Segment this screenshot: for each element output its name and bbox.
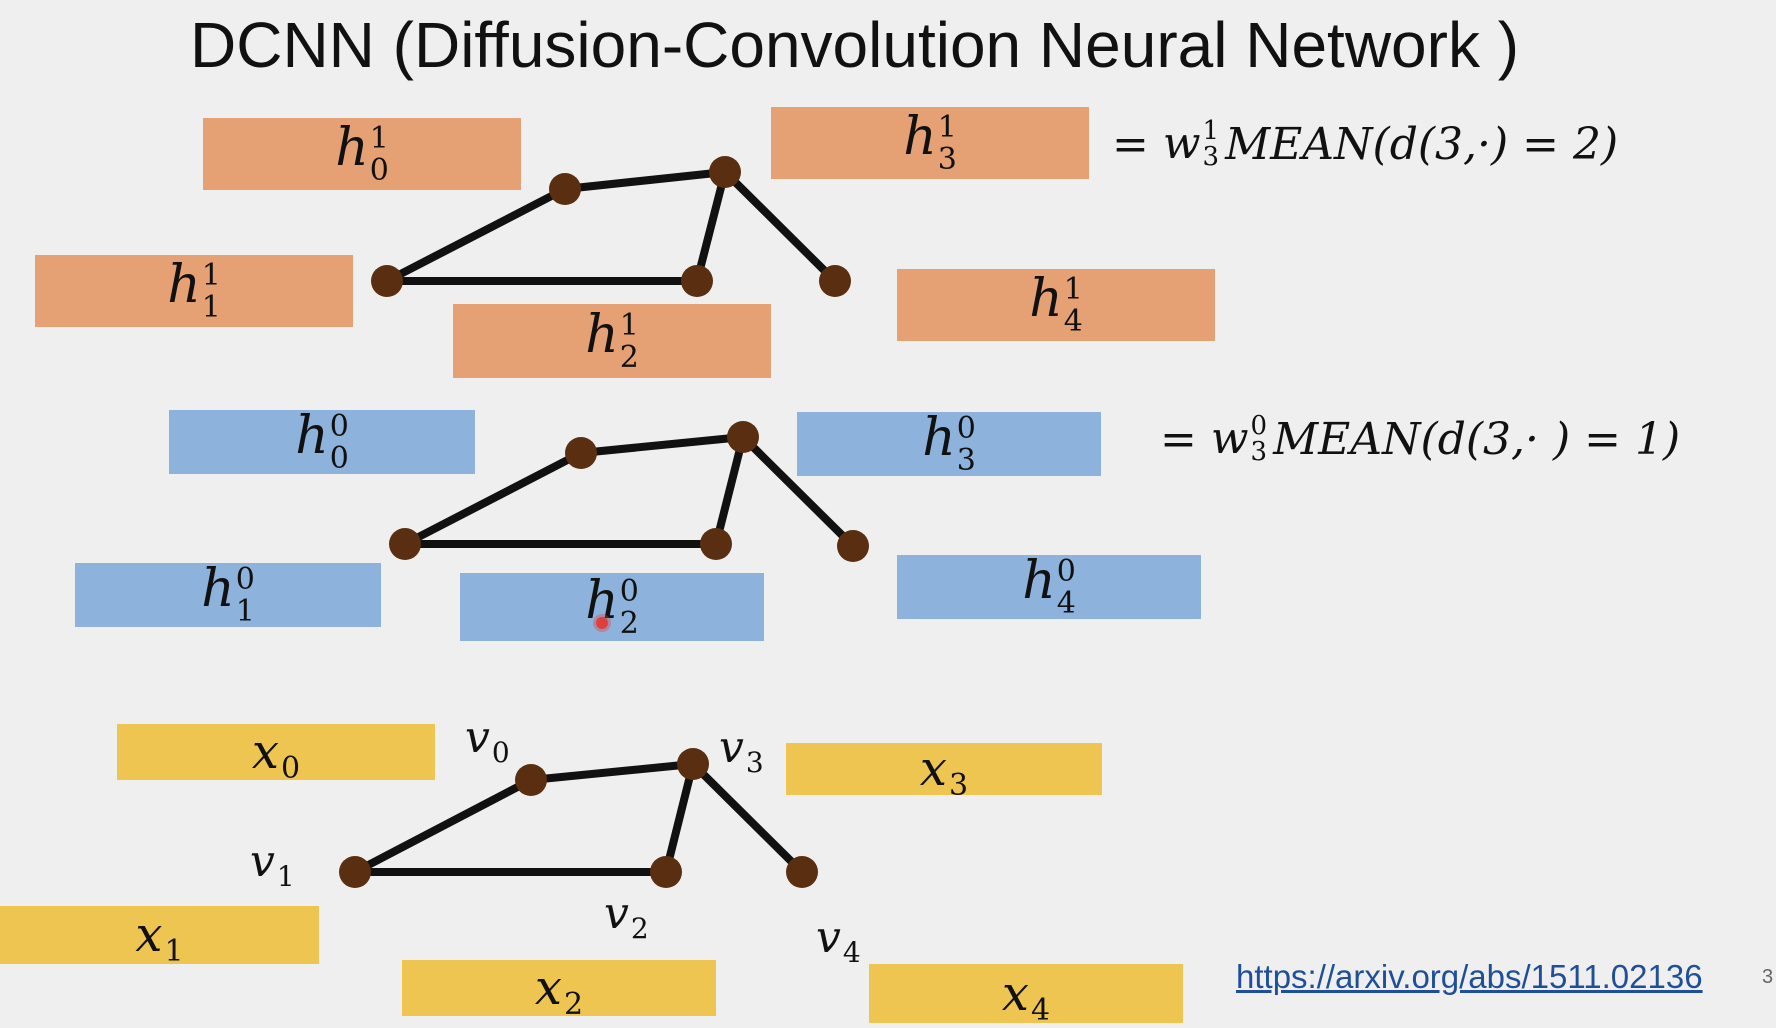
in-node-4 (786, 856, 818, 888)
arxiv-link[interactable]: https://arxiv.org/abs/1511.02136 (1236, 958, 1703, 995)
l0-node-3 (727, 421, 759, 453)
l1-node-2 (681, 265, 713, 297)
in-edge-0-1 (351, 776, 535, 876)
layer1-formula: = w 1 3 MEAN(d(3,·) = 2) (1112, 116, 1619, 172)
l0-node-0 (565, 437, 597, 469)
in-edge-2-3 (662, 760, 697, 876)
l1-edge-2-3 (693, 168, 729, 285)
in-node-1 (339, 856, 371, 888)
l0-edge-2-3 (712, 433, 747, 548)
l1-edge-0-3 (561, 168, 729, 193)
l1-node-1 (371, 265, 403, 297)
l1-node-3 (709, 156, 741, 188)
l0-edge-0-3 (577, 433, 747, 457)
in-node-0 (515, 764, 547, 796)
pointer-dot (596, 617, 608, 629)
l0-node-4 (837, 530, 869, 562)
layer0-formula: = w 0 3 MEAN(d(3,· ) = 1) (1160, 411, 1681, 467)
in-node-3 (677, 748, 709, 780)
l0-node-2 (700, 528, 732, 560)
l1-node-4 (819, 265, 851, 297)
l1-node-0 (549, 173, 581, 205)
l1-edge-3-4 (721, 168, 839, 285)
page-number: 3 (1762, 966, 1774, 988)
in-edge-0-3 (527, 760, 697, 784)
slide-title: DCNN (Diffusion-Convolution Neural Netwo… (190, 9, 1520, 81)
l0-node-1 (389, 528, 421, 560)
l1-edge-0-1 (383, 185, 569, 285)
in-node-2 (650, 856, 682, 888)
